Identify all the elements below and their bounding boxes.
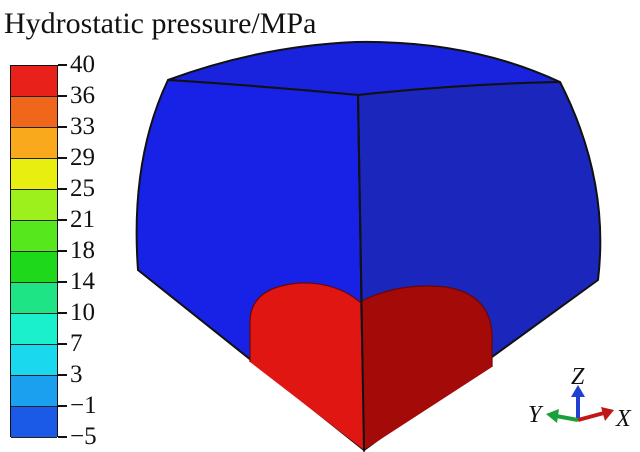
legend-color-band xyxy=(11,376,57,407)
legend-tick-label: 7 xyxy=(70,330,83,357)
y-arrow-head xyxy=(546,409,559,423)
legend-color-band xyxy=(11,407,57,438)
x-axis-label: X xyxy=(615,406,632,432)
legend-tick-label: 14 xyxy=(70,268,95,295)
legend-tick-label: 29 xyxy=(70,144,95,171)
legend-color-band xyxy=(11,252,57,283)
legend-tick-mark xyxy=(58,250,67,252)
legend-color-band xyxy=(11,97,57,128)
legend-tick-mark xyxy=(58,312,67,314)
z-axis-label: Z xyxy=(571,364,585,390)
legend-tick-label: 21 xyxy=(70,206,95,233)
legend-tick-mark xyxy=(58,157,67,159)
legend-tick-mark xyxy=(58,436,67,438)
high-pressure-boundary xyxy=(249,282,493,367)
model-front-edge xyxy=(357,94,365,451)
legend-tick-label: 33 xyxy=(70,113,95,140)
legend-tick-label: −1 xyxy=(70,392,97,419)
high-pressure-region-left xyxy=(249,282,364,450)
legend-color-band xyxy=(11,283,57,314)
coordinate-triad: Z X Y xyxy=(528,364,632,432)
legend-tick-label: 18 xyxy=(70,237,95,264)
legend-color-band xyxy=(11,314,57,345)
legend-color-band xyxy=(11,221,57,252)
x-arrow-head xyxy=(601,407,614,421)
legend-color-band xyxy=(11,66,57,97)
legend-tick-label: 36 xyxy=(70,82,95,109)
legend-title: Hydrostatic pressure/MPa xyxy=(4,7,317,40)
legend-color-band xyxy=(11,159,57,190)
legend-tick-mark xyxy=(58,343,67,345)
legend-tick-mark xyxy=(58,374,67,376)
z-arrow-head xyxy=(571,385,585,397)
color-legend-bar xyxy=(10,65,58,438)
legend-tick-mark xyxy=(58,219,67,221)
legend-color-band xyxy=(11,345,57,376)
legend-tick-label: −5 xyxy=(70,423,97,450)
legend-tick-mark xyxy=(58,281,67,283)
legend-color-band xyxy=(11,190,57,221)
legend-tick-mark xyxy=(58,95,67,97)
legend-tick-label: 40 xyxy=(70,51,95,78)
legend-tick-mark xyxy=(58,188,67,190)
y-axis-arrow xyxy=(555,414,579,422)
legend-tick-mark xyxy=(58,64,67,66)
x-axis-arrow xyxy=(577,411,605,422)
y-axis-label: Y xyxy=(528,402,544,428)
legend-tick-label: 25 xyxy=(70,175,95,202)
legend-tick-label: 10 xyxy=(70,299,95,326)
legend-tick-mark xyxy=(58,405,67,407)
legend-tick-mark xyxy=(58,126,67,128)
legend-tick-label: 3 xyxy=(70,361,83,388)
high-pressure-region-right xyxy=(360,286,493,450)
legend-color-band xyxy=(11,128,57,159)
